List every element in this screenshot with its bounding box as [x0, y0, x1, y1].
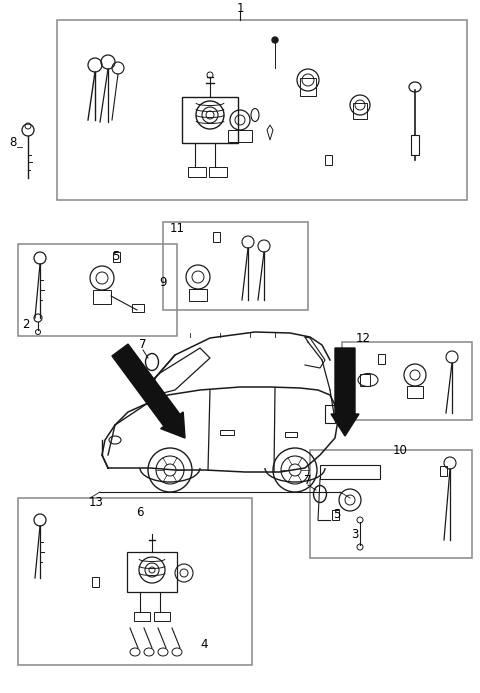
Bar: [18, 244, 177, 336]
Bar: [220, 430, 234, 435]
Bar: [285, 432, 297, 437]
Text: 9: 9: [159, 276, 167, 288]
Text: 5: 5: [333, 509, 341, 522]
Text: 4: 4: [200, 638, 208, 651]
Bar: [127, 552, 177, 592]
Bar: [325, 405, 335, 423]
Text: 12: 12: [356, 333, 371, 346]
Text: 7: 7: [304, 473, 312, 486]
Bar: [325, 155, 332, 165]
Bar: [332, 510, 339, 520]
Text: 6: 6: [136, 505, 144, 518]
Bar: [188, 167, 206, 177]
Bar: [300, 78, 316, 96]
Text: 13: 13: [89, 495, 103, 509]
FancyArrow shape: [331, 348, 359, 436]
Bar: [189, 289, 207, 301]
FancyArrow shape: [112, 344, 185, 438]
Bar: [411, 135, 419, 155]
Text: 2: 2: [22, 319, 30, 331]
Text: 11: 11: [170, 222, 185, 234]
Bar: [378, 354, 385, 364]
Bar: [154, 612, 170, 621]
Bar: [113, 252, 120, 262]
Text: 3: 3: [351, 529, 359, 541]
Bar: [163, 222, 308, 310]
Bar: [209, 167, 227, 177]
Text: 5: 5: [112, 249, 120, 263]
Bar: [18, 498, 252, 665]
Text: 7: 7: [139, 338, 147, 351]
Bar: [228, 130, 252, 142]
Bar: [342, 342, 472, 420]
Bar: [132, 304, 144, 312]
Bar: [360, 374, 370, 386]
Text: 10: 10: [393, 444, 408, 457]
Bar: [320, 465, 380, 479]
Bar: [182, 97, 238, 143]
Bar: [310, 450, 472, 558]
Text: 1: 1: [236, 3, 244, 15]
Bar: [213, 232, 220, 242]
Bar: [93, 290, 111, 304]
Circle shape: [272, 37, 278, 43]
Bar: [92, 577, 99, 587]
Text: 8: 8: [9, 137, 17, 150]
Bar: [440, 466, 447, 476]
Bar: [134, 612, 150, 621]
Bar: [57, 20, 467, 200]
Bar: [353, 103, 367, 119]
Bar: [407, 386, 423, 398]
